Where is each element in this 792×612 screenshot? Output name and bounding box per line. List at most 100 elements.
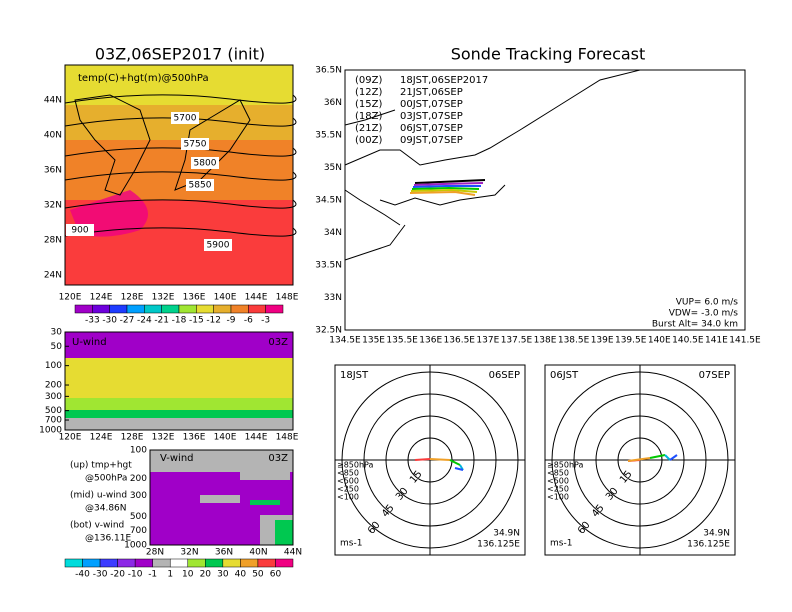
lon-label: 140.5E <box>672 336 704 346</box>
u-band <box>65 358 293 398</box>
colorbar-box <box>169 558 189 568</box>
lon-label: 135.5E <box>386 336 418 346</box>
contour-label: 5750 <box>184 140 207 150</box>
lon-label: 139.5E <box>615 336 647 346</box>
colorbar-box <box>126 304 145 314</box>
note: @500hPa <box>85 474 127 484</box>
colorbar-label: -30 <box>93 570 108 580</box>
colorbar-box <box>92 304 110 314</box>
track <box>411 186 480 190</box>
map-title: 03Z,06SEP2017 (init) <box>95 45 265 64</box>
label: 07SEP <box>699 370 730 381</box>
colorbar-label: -10 <box>128 570 143 580</box>
colorbar-label: -1 <box>148 570 157 580</box>
label: 136.125E <box>477 540 520 550</box>
u-band <box>65 332 293 358</box>
colorbar-label: 50 <box>252 570 264 580</box>
legend-time: 06JST,07SEP <box>400 123 463 134</box>
label: 34.9N <box>493 529 520 539</box>
pressure-legend: <250 <box>547 485 569 494</box>
p-label: 500 <box>45 406 62 416</box>
track <box>414 179 486 184</box>
note: (up) tmp+hgt <box>70 461 132 471</box>
ring <box>573 393 707 527</box>
v-patch <box>240 470 290 480</box>
label: 18JST <box>340 370 369 381</box>
colorbar-box <box>213 304 232 314</box>
lon-label: 139E <box>591 336 614 346</box>
colorbar-label: -9 <box>227 316 236 326</box>
v-patch <box>250 500 280 505</box>
pressure-legend: <850 <box>547 469 569 478</box>
hodograph <box>669 454 678 461</box>
p-label: 100 <box>45 361 62 371</box>
panel-time: 03Z <box>268 337 288 348</box>
lat-label: 34.5N <box>315 196 342 206</box>
lat-label: 36N <box>44 166 62 176</box>
colorbar-box <box>196 304 214 314</box>
legend-run: (18Z) <box>355 111 382 122</box>
lon-label: 132E <box>152 433 175 443</box>
contour-label: 5700 <box>174 114 197 124</box>
p-label: 300 <box>130 491 147 501</box>
lat-label: 36.5N <box>315 66 342 76</box>
u-band <box>65 398 293 410</box>
lon-label: 137E <box>476 336 499 346</box>
legend-run: (09Z) <box>355 75 382 86</box>
lon-label: 124E <box>90 433 113 443</box>
pressure-legend: <100 <box>547 493 569 502</box>
panel-label: U-wind <box>72 337 107 348</box>
legend-run: (21Z) <box>355 123 382 134</box>
hodograph <box>664 454 671 461</box>
colorbar-box <box>152 558 171 568</box>
lon-label: 141E <box>705 336 728 346</box>
lat-label: 36N <box>324 98 342 108</box>
contour-label: 5900 <box>207 241 230 251</box>
colorbar-box <box>222 558 241 568</box>
param: VDW= -3.0 m/s <box>669 309 739 319</box>
track <box>413 182 484 186</box>
temp-band <box>65 65 293 105</box>
frame <box>149 449 294 546</box>
contour-label-bg <box>191 157 219 169</box>
colorbar-label: 30 <box>217 570 229 580</box>
p-label: 100 <box>130 446 147 456</box>
unit: ms-1 <box>550 539 572 549</box>
legend-time: 00JST,07SEP <box>400 99 463 110</box>
colorbar-box <box>230 304 249 314</box>
lat-label: 24N <box>44 271 62 281</box>
unit: ms-1 <box>340 539 362 549</box>
ring <box>595 415 685 505</box>
lon-label: 140E <box>214 433 237 443</box>
colorbar-box <box>265 304 284 314</box>
legend-run: (12Z) <box>355 87 382 98</box>
lon-label: 132E <box>152 293 175 303</box>
hodograph <box>649 454 666 459</box>
pressure-legend: <250 <box>337 485 359 494</box>
colorbar-label: -30 <box>102 316 117 326</box>
contour-label-bg <box>66 224 94 236</box>
lat-label: 44N <box>284 548 302 558</box>
lat-label: 40N <box>44 131 62 141</box>
lat-label: 36N <box>215 548 233 558</box>
ring <box>551 371 729 549</box>
lon-label: 137.5E <box>501 336 533 346</box>
map-label: temp(C)+hgt(m)@500hPa <box>78 73 209 84</box>
colorbar-box <box>178 304 197 314</box>
ring <box>385 415 475 505</box>
lon-label: 134.5E <box>329 336 361 346</box>
colorbar-label: 60 <box>270 570 282 580</box>
colorbar-label: -33 <box>85 316 100 326</box>
u-band <box>65 418 293 430</box>
hodograph <box>449 459 461 466</box>
lon-label: 148E <box>276 293 299 303</box>
contour-label-bg <box>186 179 214 191</box>
track-title: Sonde Tracking Forecast <box>451 45 646 64</box>
lat-label: 35.5N <box>315 131 342 141</box>
colorbar-label: -18 <box>172 316 187 326</box>
lat-label: 28N <box>146 548 164 558</box>
colorbar-box <box>275 558 294 568</box>
track <box>412 185 481 188</box>
p-label: 700 <box>45 416 62 426</box>
lon-label: 135E <box>362 336 385 346</box>
